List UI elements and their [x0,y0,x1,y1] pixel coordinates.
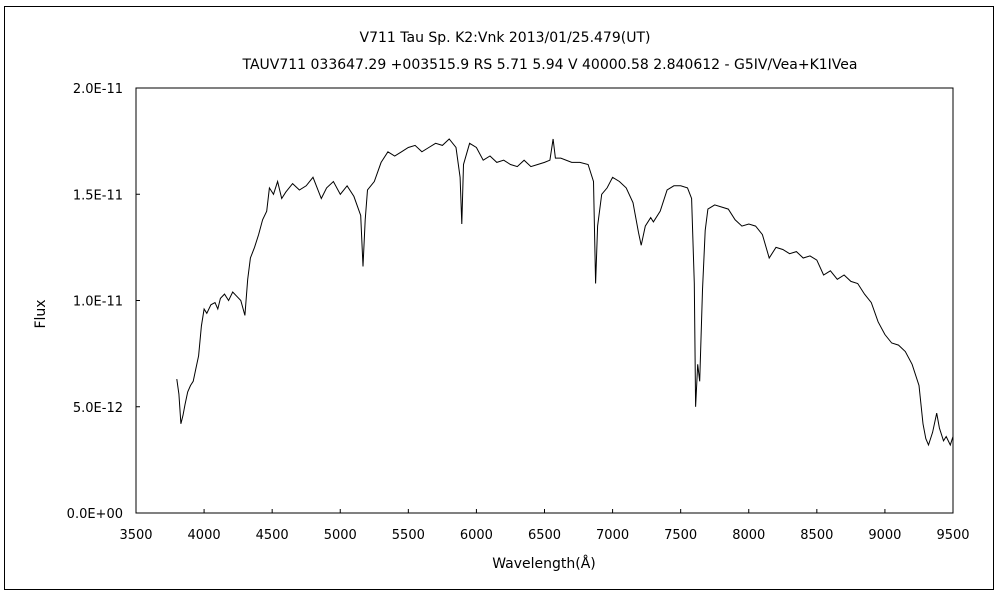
y-tick-label: 1.5E-11 [73,188,123,203]
x-tick-label: 5500 [392,528,425,543]
plot-area [135,87,954,514]
y-tick-label: 1.0E-11 [73,295,123,310]
x-tick-label: 3500 [119,528,152,543]
x-tick-label: 4500 [256,528,289,543]
chart-title: V711 Tau Sp. K2:Vnk 2013/01/25.479(UT) [360,30,651,46]
x-tick-label: 6000 [460,528,493,543]
y-tick-label: 5.0E-12 [73,401,123,416]
x-tick-label: 8500 [800,528,833,543]
y-axis: 0.0E+00 5.0E-12 1.0E-11 1.5E-11 2.0E-11 [67,82,140,522]
chart-frame: V711 Tau Sp. K2:Vnk 2013/01/25.479(UT) T… [4,6,994,590]
x-tick-label: 4000 [188,528,221,543]
y-axis-label: Flux [33,299,49,328]
spectrum-chart: V711 Tau Sp. K2:Vnk 2013/01/25.479(UT) T… [33,30,970,572]
x-tick-label: 9000 [868,528,901,543]
x-axis-label: Wavelength(Å) [492,555,596,572]
x-tick-label: 7500 [664,528,697,543]
x-tick-label: 7000 [596,528,629,543]
x-tick-label: 8000 [732,528,765,543]
x-tick-label: 6500 [528,528,561,543]
x-tick-label: 5000 [324,528,357,543]
flux-series-line [176,138,954,447]
y-tick-label: 0.0E+00 [67,507,123,522]
chart-subtitle: TAUV711 033647.29 +003515.9 RS 5.71 5.94… [241,57,857,73]
y-tick-label: 2.0E-11 [73,82,123,97]
x-axis: 3500 4000 4500 5000 5500 6000 6500 7000 7500 8000… [119,509,970,543]
x-tick-label: 9500 [936,528,969,543]
